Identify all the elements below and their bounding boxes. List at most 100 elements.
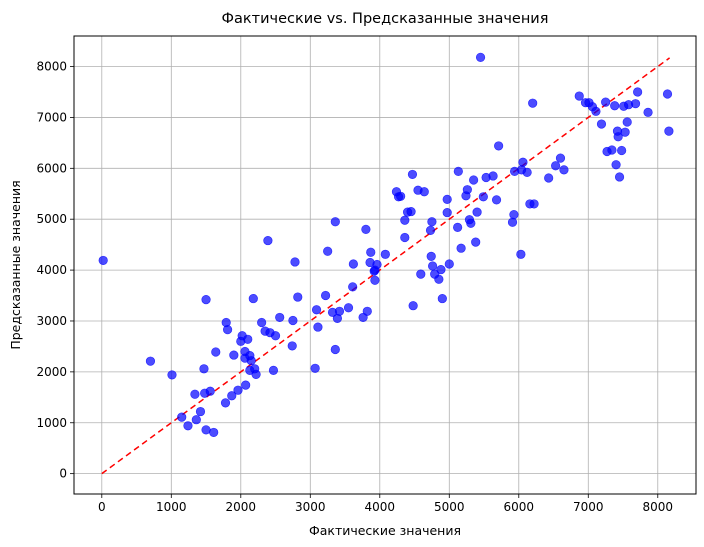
data-point	[610, 101, 620, 111]
data-point	[664, 126, 674, 136]
y-tick-label: 6000	[36, 161, 67, 175]
data-point	[633, 87, 643, 97]
data-point	[428, 261, 438, 271]
data-point	[488, 171, 498, 181]
data-point	[436, 264, 446, 275]
data-point	[268, 365, 279, 375]
data-point	[444, 259, 454, 269]
data-point	[362, 306, 372, 316]
data-point	[330, 344, 340, 355]
y-tick-label: 0	[59, 467, 67, 481]
x-tick-label: 8000	[643, 500, 674, 514]
x-tick-label: 4000	[365, 500, 396, 514]
data-point	[522, 167, 532, 177]
y-tick-label: 4000	[36, 263, 67, 277]
data-point	[596, 119, 607, 129]
data-point	[145, 356, 156, 366]
data-point	[361, 224, 371, 234]
data-point	[330, 217, 340, 227]
data-point	[320, 290, 331, 301]
data-point	[400, 215, 410, 225]
data-point	[311, 305, 322, 315]
data-point	[323, 246, 333, 256]
data-point	[313, 322, 323, 332]
data-point	[462, 185, 472, 195]
data-point	[494, 141, 504, 151]
data-point	[614, 172, 625, 182]
data-point	[380, 249, 390, 259]
data-point	[416, 269, 426, 279]
y-tick-label: 3000	[36, 314, 67, 328]
data-point	[406, 206, 416, 217]
x-tick-label: 2000	[226, 500, 257, 514]
x-tick-label: 3000	[295, 500, 326, 514]
data-point	[257, 317, 267, 328]
data-point	[574, 91, 584, 101]
x-tick-label: 0	[98, 500, 106, 514]
data-point	[222, 325, 233, 335]
data-point	[348, 259, 358, 269]
data-point	[434, 274, 444, 284]
x-tick-label: 5000	[434, 500, 465, 514]
data-point	[591, 106, 601, 116]
y-tick-label: 7000	[36, 110, 67, 124]
data-point	[630, 99, 641, 109]
data-point	[437, 293, 447, 304]
data-point	[251, 369, 261, 380]
data-point	[209, 427, 219, 438]
plot-frame	[73, 35, 697, 495]
data-point	[551, 161, 561, 171]
y-tick-label: 5000	[36, 212, 67, 226]
data-point	[607, 145, 617, 155]
data-point	[233, 385, 243, 395]
data-point	[419, 187, 429, 197]
data-point	[98, 255, 108, 266]
data-point	[211, 347, 221, 357]
data-point	[288, 315, 298, 326]
data-point	[366, 247, 376, 257]
data-points	[98, 52, 674, 438]
data-point	[559, 165, 569, 175]
data-point	[425, 225, 436, 235]
data-point	[205, 386, 215, 396]
data-point	[199, 364, 209, 374]
data-point	[643, 107, 653, 117]
data-point	[246, 356, 256, 366]
data-point	[544, 173, 554, 183]
data-point	[662, 89, 673, 99]
x-tick-label: 6000	[504, 500, 535, 514]
data-point	[472, 207, 482, 217]
data-point	[442, 194, 452, 204]
data-point	[408, 301, 418, 311]
data-point	[466, 218, 476, 228]
x-tick-label: 1000	[156, 500, 187, 514]
data-point	[617, 145, 627, 156]
data-point	[201, 425, 211, 435]
data-point	[601, 97, 611, 107]
data-point	[613, 132, 623, 142]
data-point	[491, 195, 502, 205]
data-point	[167, 370, 177, 380]
data-point	[622, 117, 632, 127]
y-tick-label: 1000	[36, 416, 67, 430]
data-point	[183, 421, 193, 431]
data-point	[177, 412, 187, 422]
data-point	[471, 237, 481, 247]
data-point	[442, 207, 452, 218]
data-point	[509, 210, 519, 220]
data-point	[220, 398, 231, 408]
data-point	[348, 282, 358, 292]
data-point	[469, 175, 479, 185]
data-point	[248, 293, 258, 304]
y-axis-label: Предсказанные значения	[8, 180, 23, 349]
data-point	[555, 153, 566, 163]
data-point	[456, 243, 466, 253]
data-point	[190, 389, 200, 399]
data-point	[275, 312, 285, 323]
data-point	[243, 334, 253, 344]
data-point	[195, 406, 206, 417]
data-point	[310, 363, 320, 373]
data-point	[191, 415, 201, 425]
